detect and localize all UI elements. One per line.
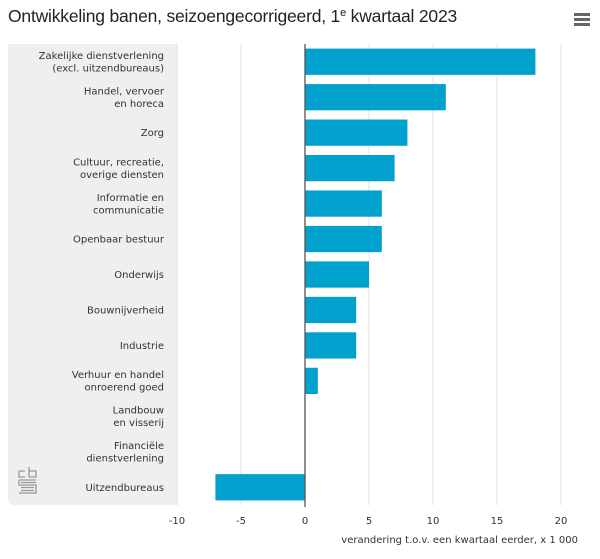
category-label: en visserij bbox=[113, 418, 164, 429]
category-label: Zakelijke dienstverlening bbox=[39, 51, 164, 62]
category-label: (excl. uitzendbureaus) bbox=[52, 63, 164, 74]
hamburger-menu-icon[interactable] bbox=[574, 13, 590, 27]
category-label: Cultuur, recreatie, bbox=[73, 157, 164, 168]
bar[interactable] bbox=[305, 154, 395, 182]
bar[interactable] bbox=[305, 296, 357, 324]
category-label: communicatie bbox=[93, 205, 164, 216]
bar[interactable] bbox=[215, 474, 305, 501]
menu-line bbox=[574, 13, 590, 16]
x-tick-label: -10 bbox=[169, 516, 185, 527]
bar[interactable] bbox=[305, 225, 382, 253]
category-label: overige diensten bbox=[80, 170, 164, 181]
x-tick-label: 5 bbox=[366, 516, 372, 527]
category-label: Verhuur en handel bbox=[72, 370, 164, 381]
category-labels: Zakelijke dienstverlening(excl. uitzendb… bbox=[39, 51, 165, 494]
category-label: onroerend goed bbox=[85, 383, 165, 394]
x-tick-label: -5 bbox=[236, 516, 246, 527]
bar[interactable] bbox=[305, 84, 446, 111]
category-label-panel bbox=[8, 44, 177, 505]
bar[interactable] bbox=[305, 119, 408, 146]
chart-title: Ontwikkeling banen, seizoengecorrigeerd,… bbox=[8, 6, 457, 27]
category-label: Onderwijs bbox=[114, 270, 164, 281]
menu-line bbox=[574, 23, 590, 26]
category-label: dienstverlening bbox=[86, 454, 164, 465]
bar[interactable] bbox=[305, 261, 369, 288]
category-label: Industrie bbox=[120, 341, 164, 352]
category-label: Bouwnijverheid bbox=[87, 305, 164, 316]
bar[interactable] bbox=[305, 367, 318, 395]
x-tick-label: 15 bbox=[491, 516, 504, 527]
x-tick-label: 0 bbox=[302, 516, 308, 527]
bar[interactable] bbox=[305, 190, 382, 217]
cbs-logo-icon bbox=[18, 467, 37, 494]
title-text-rest: kwartaal 2023 bbox=[346, 6, 458, 26]
category-label: Financiële bbox=[114, 441, 164, 452]
category-label: Zorg bbox=[141, 128, 164, 139]
x-axis-title: verandering t.o.v. een kwartaal eerder, … bbox=[341, 535, 578, 546]
category-label: Openbaar bestuur bbox=[73, 235, 165, 246]
x-tick-labels: -10 -5 0 5 10 15 20 bbox=[169, 516, 568, 527]
bar[interactable] bbox=[305, 332, 357, 359]
category-label: Uitzendbureaus bbox=[85, 483, 164, 494]
menu-line bbox=[574, 18, 590, 21]
bar[interactable] bbox=[305, 48, 536, 75]
category-label: Handel, vervoer bbox=[84, 86, 165, 97]
title-text: Ontwikkeling banen, seizoengecorrigeerd,… bbox=[8, 6, 341, 26]
category-label: Informatie en bbox=[97, 193, 164, 204]
bars bbox=[215, 44, 536, 507]
title-superscript: e bbox=[340, 7, 347, 19]
x-tick-label: 20 bbox=[555, 516, 568, 527]
x-tick-label: 10 bbox=[427, 516, 440, 527]
category-label: en horeca bbox=[114, 99, 164, 110]
category-label: Landbouw bbox=[113, 406, 164, 417]
